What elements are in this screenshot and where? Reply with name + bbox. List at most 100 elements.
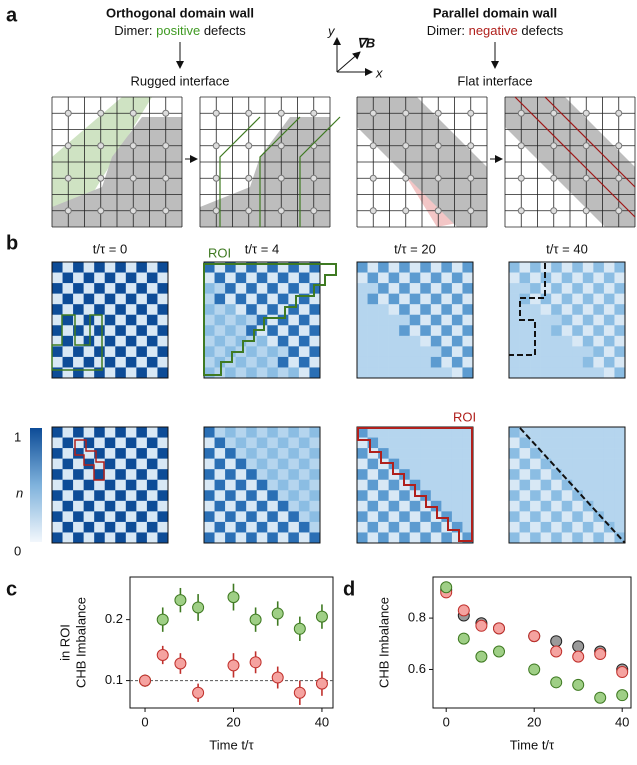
cell [147, 490, 158, 501]
cell [267, 283, 278, 294]
cell [614, 490, 625, 501]
cell [105, 283, 116, 294]
cell [309, 469, 320, 480]
roi-label: ROI [208, 245, 231, 260]
cell [94, 511, 105, 522]
cell [452, 459, 463, 470]
cell [215, 346, 226, 357]
site [435, 175, 441, 181]
cell [541, 357, 552, 368]
site [435, 110, 441, 116]
cell [399, 532, 410, 543]
point [316, 678, 327, 689]
cell [551, 501, 562, 512]
cell [147, 448, 158, 459]
cell [126, 427, 137, 438]
cell [246, 283, 257, 294]
cell [136, 304, 147, 315]
site [616, 175, 622, 181]
cell [204, 294, 215, 305]
cell [278, 336, 289, 347]
cell [157, 522, 168, 533]
cell [236, 304, 247, 315]
cell [378, 367, 389, 378]
site [163, 175, 169, 181]
cell [357, 511, 368, 522]
cell [593, 273, 604, 284]
cell [509, 522, 520, 533]
cell [278, 501, 289, 512]
cell [84, 490, 95, 501]
cell [431, 346, 442, 357]
cell [136, 480, 147, 491]
cell [431, 325, 442, 336]
cell [105, 469, 116, 480]
cell [509, 357, 520, 368]
point [529, 664, 540, 675]
cell [530, 427, 541, 438]
cell [278, 480, 289, 491]
cell [462, 325, 473, 336]
cell [288, 283, 299, 294]
cell [147, 511, 158, 522]
cell [299, 469, 310, 480]
cell [541, 490, 552, 501]
cell [551, 490, 562, 501]
cell [399, 522, 410, 533]
cell [541, 469, 552, 480]
cell [278, 438, 289, 449]
cell [84, 346, 95, 357]
cell [267, 336, 278, 347]
cell [368, 532, 379, 543]
text: negative [469, 23, 518, 38]
cell [288, 346, 299, 357]
cell [583, 304, 594, 315]
cell [257, 448, 268, 459]
cell [267, 304, 278, 315]
cell [520, 522, 531, 533]
cell [52, 325, 63, 336]
cell [562, 367, 573, 378]
cell [583, 469, 594, 480]
cell [614, 367, 625, 378]
axis-name: x [375, 65, 383, 80]
site [370, 208, 376, 214]
cell [115, 273, 126, 284]
cell [267, 532, 278, 543]
site [65, 175, 71, 181]
cell [204, 438, 215, 449]
cell [309, 522, 320, 533]
cell [147, 294, 158, 305]
cell [399, 448, 410, 459]
cell [530, 490, 541, 501]
heatmap [357, 262, 473, 378]
x-axis-label: Time t/τ [209, 737, 254, 752]
cell [236, 283, 247, 294]
site [65, 110, 71, 116]
cell [572, 336, 583, 347]
cell [105, 325, 116, 336]
cell [278, 469, 289, 480]
cell [410, 336, 421, 347]
cell [147, 427, 158, 438]
cell [246, 532, 257, 543]
cell [614, 346, 625, 357]
cell [246, 469, 257, 480]
cell [420, 522, 431, 533]
site [163, 110, 169, 116]
cell [431, 357, 442, 368]
cell [431, 532, 442, 543]
cell [614, 501, 625, 512]
site [518, 110, 524, 116]
cell [420, 325, 431, 336]
cell [225, 304, 236, 315]
cell [84, 273, 95, 284]
cell [378, 357, 389, 368]
cell [541, 438, 552, 449]
cell [551, 315, 562, 326]
cell [267, 490, 278, 501]
cell [246, 459, 257, 470]
cell [278, 315, 289, 326]
y-tick-label: 0.1 [105, 672, 123, 687]
cell [52, 490, 63, 501]
